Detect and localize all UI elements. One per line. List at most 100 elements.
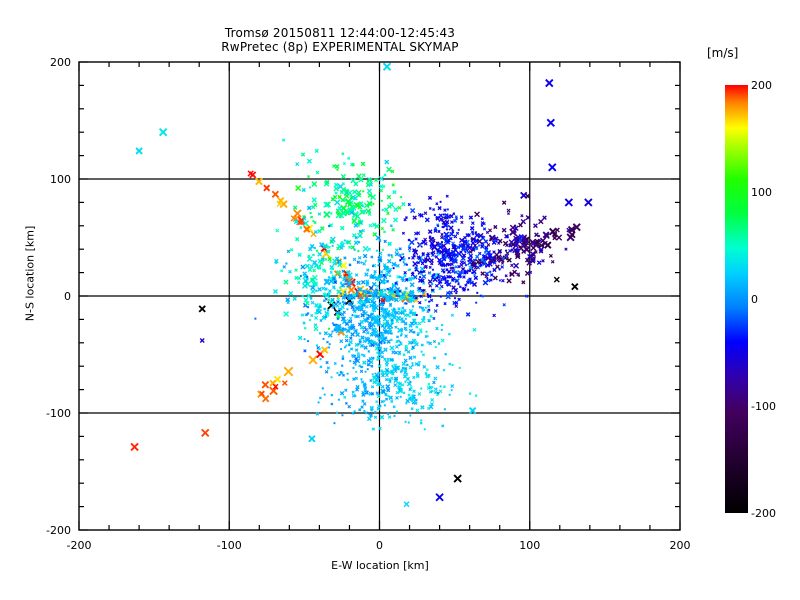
marker-stroke: [389, 345, 395, 351]
data-point-marker: [374, 223, 380, 230]
marker-stroke: [501, 227, 507, 233]
data-point-marker: [308, 435, 316, 443]
marker-stroke: [421, 274, 427, 279]
marker-stroke: [538, 242, 545, 249]
data-point-marker: [460, 255, 466, 261]
marker-stroke: [283, 311, 290, 317]
data-point-marker: [526, 260, 533, 266]
marker-stroke: [392, 217, 399, 223]
marker-stroke: [283, 279, 289, 285]
data-point-marker: [392, 217, 399, 223]
marker-stroke: [353, 181, 359, 187]
marker-stroke: [492, 275, 498, 281]
marker-stroke: [524, 257, 530, 263]
data-point-marker: [297, 219, 304, 226]
marker-stroke: [564, 198, 573, 207]
marker-stroke: [333, 324, 339, 330]
marker-stroke: [386, 166, 392, 173]
marker-stroke: [339, 261, 348, 270]
data-point-marker: [525, 214, 531, 221]
marker-stroke: [327, 301, 336, 310]
data-point-marker: [568, 231, 576, 239]
data-point-marker: [387, 204, 392, 209]
marker-stroke: [353, 222, 359, 228]
data-point-marker: [445, 293, 451, 300]
marker-stroke: [301, 282, 308, 289]
marker-stroke: [371, 281, 377, 287]
data-point-marker: [247, 170, 254, 177]
data-point-marker: [362, 245, 369, 252]
data-point-marker: [368, 285, 374, 291]
data-point-marker: [281, 380, 288, 386]
data-point-marker: [323, 210, 331, 219]
marker-stroke: [482, 279, 489, 286]
data-point-marker: [353, 181, 359, 187]
data-point-marker: [370, 194, 377, 201]
marker-stroke: [346, 239, 352, 245]
marker-stroke: [420, 318, 426, 324]
marker-stroke: [370, 194, 377, 201]
marker-stroke: [518, 234, 524, 240]
data-point-marker: [293, 219, 299, 225]
data-point-marker: [410, 207, 416, 214]
marker-stroke: [323, 201, 330, 208]
marker-stroke: [470, 240, 476, 246]
data-point-marker: [358, 177, 364, 183]
marker-stroke: [311, 197, 317, 203]
data-point-marker: [506, 278, 512, 284]
marker-stroke: [445, 293, 451, 300]
data-point-marker: [346, 282, 352, 288]
marker-stroke: [306, 256, 313, 262]
marker-stroke: [385, 384, 391, 389]
data-point-marker: [385, 384, 391, 389]
marker-stroke: [376, 314, 382, 320]
marker-stroke: [424, 217, 430, 223]
marker-stroke: [546, 118, 555, 128]
data-point-marker: [378, 176, 385, 182]
marker-stroke: [477, 232, 484, 239]
marker-stroke: [425, 257, 431, 263]
data-point-marker: [538, 218, 544, 225]
data-point-marker: [198, 305, 206, 313]
marker-stroke: [362, 245, 369, 252]
marker-stroke: [290, 215, 297, 222]
marker-stroke: [552, 231, 558, 237]
marker-stroke: [533, 223, 538, 229]
marker-stroke: [372, 375, 377, 381]
marker-stroke: [357, 204, 363, 210]
data-point-marker: [276, 200, 284, 207]
marker-stroke: [297, 219, 304, 226]
marker-stroke: [524, 270, 531, 277]
data-point-marker: [283, 279, 289, 285]
marker-stroke: [272, 288, 278, 294]
data-point-marker: [130, 442, 139, 452]
data-point-marker: [325, 201, 331, 208]
data-point-marker: [441, 243, 447, 249]
data-point-marker: [323, 201, 330, 208]
data-point-marker: [401, 294, 407, 300]
data-point-marker: [283, 366, 294, 377]
data-point-marker: [468, 406, 477, 415]
marker-stroke: [512, 269, 518, 275]
marker-stroke: [568, 231, 576, 239]
marker-stroke: [393, 297, 399, 303]
data-point-marker: [293, 209, 302, 218]
marker-stroke: [261, 394, 270, 403]
data-point-marker: [566, 227, 572, 233]
data-point-marker: [471, 281, 478, 288]
data-point-marker: [302, 220, 309, 227]
marker-stroke: [366, 416, 372, 422]
marker-stroke: [358, 201, 364, 206]
marker-stroke: [460, 255, 466, 261]
data-point-marker: [572, 223, 581, 232]
marker-stroke: [518, 222, 523, 228]
marker-stroke: [348, 209, 355, 216]
marker-stroke: [513, 235, 519, 241]
data-point-marker: [512, 269, 518, 275]
data-point-marker: [530, 240, 537, 247]
marker-stroke: [542, 240, 548, 247]
marker-stroke: [502, 240, 509, 247]
data-point-marker: [475, 258, 482, 265]
data-point-marker: [269, 386, 278, 396]
data-point-marker: [261, 380, 270, 389]
